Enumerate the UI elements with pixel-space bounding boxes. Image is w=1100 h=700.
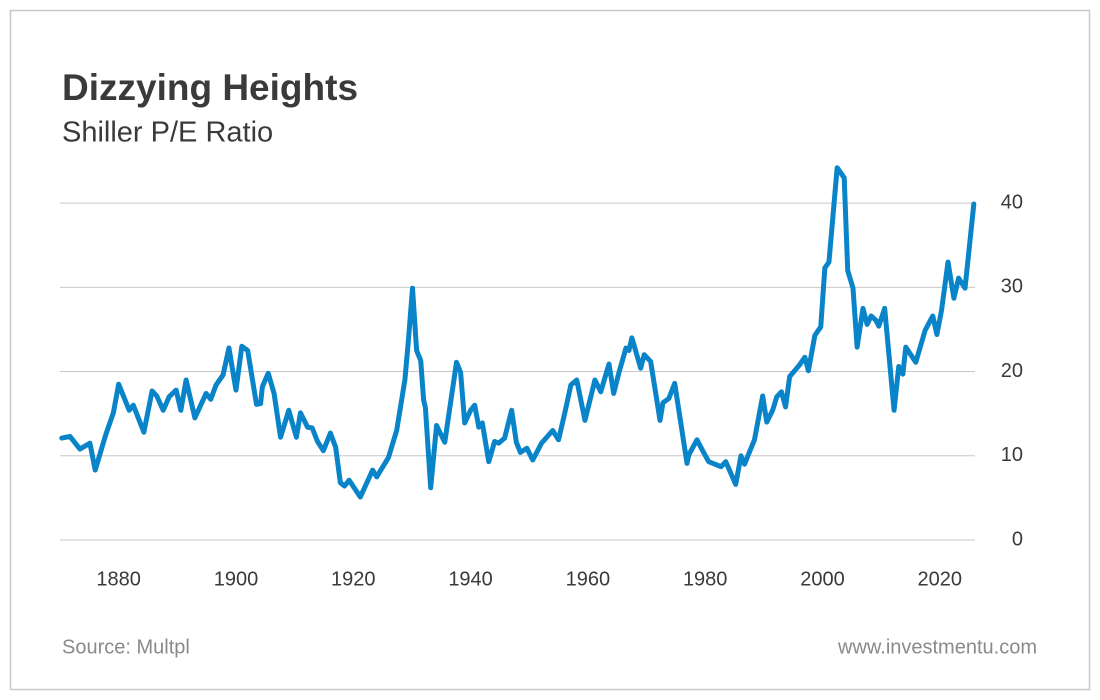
y-tick-label: 0 [1012,528,1023,550]
y-tick-label: 30 [1001,276,1023,298]
x-tick-label: 1920 [331,568,376,590]
x-tick-label: 1940 [448,568,493,590]
x-tick-label: 1960 [566,568,611,590]
y-tick-label: 40 [1001,191,1023,213]
chart-subtitle: Shiller P/E Ratio [62,117,273,149]
y-tick-label: 20 [1001,360,1023,382]
x-tick-label: 1900 [214,568,259,590]
x-tick-label: 2000 [800,568,845,590]
line-series [59,165,977,500]
y-tick-label: 10 [1001,444,1023,466]
x-tick-label: 1880 [96,568,141,590]
x-tick-label: 2020 [918,568,963,590]
website: www.investmentu.com [837,636,1037,658]
x-tick-label: 1980 [683,568,728,590]
source: Source: Multpl [62,636,190,658]
chart-title: Dizzying Heights [62,67,358,108]
